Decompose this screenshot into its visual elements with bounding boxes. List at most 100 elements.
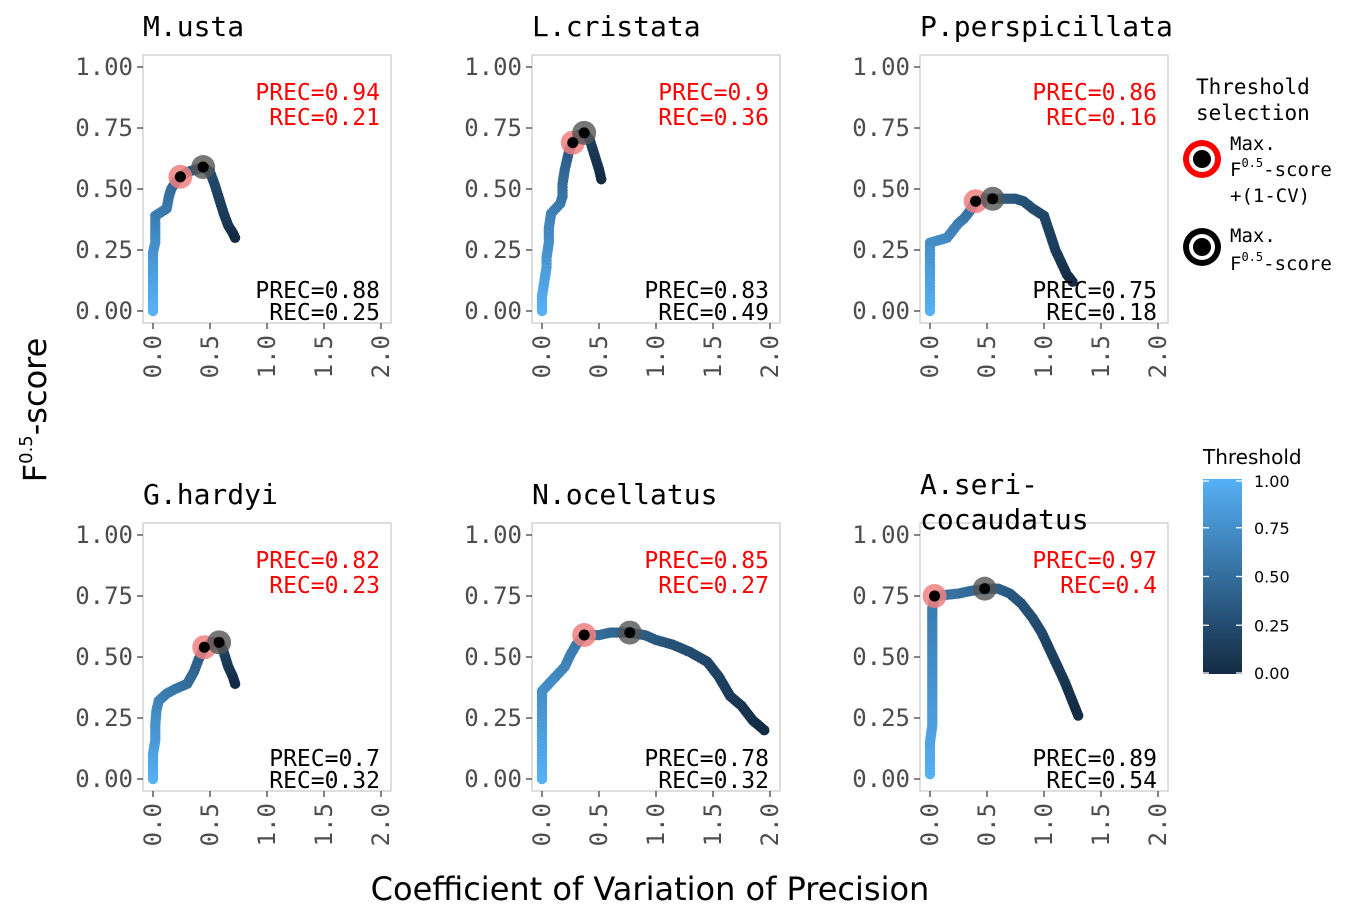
panel-4: G.hardyi 0.00 0.25 0.50 0.75 1.00 0.0 0.5 1.0 1.5… — [75, 478, 395, 846]
black-prec-label: PREC=0.88 — [255, 278, 380, 304]
y-tick-label: 1.00 — [75, 53, 133, 81]
x-axis-title: Coefficient of Variation of Precision — [371, 870, 930, 906]
panel-title: L.cristata — [532, 10, 701, 43]
x-tick-label: 1.5 — [1087, 335, 1115, 378]
red-rec-label: REC=0.16 — [1046, 105, 1157, 131]
black-rec-label: REC=0.49 — [658, 300, 769, 326]
y-tick-label: 1.00 — [464, 521, 522, 549]
x-tick-label: 1.5 — [310, 803, 338, 846]
y-tick-label: 1.00 — [75, 521, 133, 549]
black-rec-label: REC=0.32 — [269, 768, 380, 794]
x-tick-label: 1.5 — [310, 335, 338, 378]
x-tick-label: 0.5 — [196, 803, 224, 846]
y-tick-label: 0.00 — [464, 297, 522, 325]
y-tick-label: 0.75 — [75, 582, 133, 610]
x-tick-label: 2.0 — [367, 803, 395, 846]
x-tick-label: 2.0 — [367, 335, 395, 378]
panel-5: N.ocellatus 0.00 0.25 0.50 0.75 1.00 0.0 0.5 1.0… — [464, 478, 784, 846]
y-tick-label: 1.00 — [852, 521, 910, 549]
black-prec-label: PREC=0.7 — [269, 746, 380, 772]
black-selection-point — [578, 127, 590, 139]
y-tick-label: 0.75 — [852, 114, 910, 142]
x-tick-label: 1.5 — [1087, 803, 1115, 846]
colorbar-tick-label: 0.00 — [1254, 664, 1290, 683]
curve-point — [1067, 276, 1078, 287]
curve-point — [229, 678, 241, 690]
panel-title: M.usta — [143, 10, 244, 43]
red-prec-label: PREC=0.97 — [1032, 548, 1157, 574]
black-rec-label: REC=0.54 — [1046, 768, 1157, 794]
threshold-curve — [147, 637, 241, 785]
red-rec-label: REC=0.4 — [1060, 573, 1157, 599]
y-tick-label: 0.25 — [464, 704, 522, 732]
curve-point — [1073, 710, 1084, 721]
x-tick-label: 0.5 — [973, 803, 1001, 846]
y-tick-label: 1.00 — [852, 53, 910, 81]
x-tick-label: 0.0 — [528, 803, 556, 846]
curve-point — [759, 725, 770, 736]
x-tick-label: 1.5 — [699, 803, 727, 846]
red-prec-label: PREC=0.86 — [1032, 80, 1157, 106]
x-tick-label: 0.0 — [528, 335, 556, 378]
y-tick-label: 0.25 — [75, 236, 133, 264]
red-prec-label: PREC=0.85 — [644, 548, 769, 574]
y-tick-label: 0.00 — [464, 765, 522, 793]
panel-title: P.perspicillata — [920, 10, 1173, 43]
y-tick-label: 0.00 — [75, 765, 133, 793]
y-tick-label: 0.00 — [852, 765, 910, 793]
colorbar-gradient — [1203, 479, 1242, 674]
x-tick-label: 2.0 — [1144, 803, 1172, 846]
x-tick-label: 0.0 — [916, 803, 944, 846]
x-tick-label: 0.5 — [196, 335, 224, 378]
black-selection-point — [979, 583, 991, 595]
black-selection-point — [987, 193, 999, 205]
y-tick-label: 0.25 — [75, 704, 133, 732]
y-tick-label: 0.75 — [852, 582, 910, 610]
y-tick-label: 0.50 — [75, 175, 133, 203]
panel-title: N.ocellatus — [532, 478, 717, 511]
panel-title: G.hardyi — [143, 478, 278, 511]
panel-title: A.seri- — [920, 468, 1038, 501]
colorbar-tick-label: 0.25 — [1254, 616, 1290, 635]
threshold-selection-legend: Threshold selection Max. F0.5-score +(1-… — [1183, 75, 1332, 275]
panel-3: P.perspicillata 0.00 0.25 0.50 0.75 1.00 0.0 0.… — [852, 10, 1173, 378]
x-tick-label: 0.0 — [916, 335, 944, 378]
y-tick-label: 1.00 — [464, 53, 522, 81]
y-tick-label: 0.50 — [464, 175, 522, 203]
black-prec-label: PREC=0.89 — [1032, 746, 1157, 772]
x-tick-label: 0.0 — [139, 335, 167, 378]
panel-title-line2: cocaudatus — [920, 503, 1089, 536]
panel-6: A.seri-cocaudatus 0.00 0.25 0.50 0.75 1.00 0.0… — [852, 468, 1172, 846]
curve-point — [229, 232, 241, 243]
svg-text:F0.5-score: F0.5-score — [16, 338, 54, 483]
legend-title-line1: Threshold — [1196, 75, 1310, 99]
colorbar-title: Threshold — [1202, 445, 1302, 469]
x-tick-label: 0.5 — [585, 335, 613, 378]
y-tick-label: 0.75 — [75, 114, 133, 142]
x-tick-label: 0.5 — [973, 335, 1001, 378]
threshold-curve — [147, 161, 241, 317]
curve-point — [596, 174, 607, 185]
x-tick-label: 1.0 — [253, 803, 281, 846]
x-tick-label: 0.5 — [585, 803, 613, 846]
black-rec-label: REC=0.18 — [1046, 300, 1157, 326]
y-tick-label: 0.75 — [464, 114, 522, 142]
black-prec-label: PREC=0.78 — [644, 746, 769, 772]
red-selection-point — [174, 171, 186, 183]
colorbar-tick-label: 1.00 — [1254, 472, 1290, 491]
y-tick-label: 0.75 — [464, 582, 522, 610]
panel-1: M.usta 0.00 0.25 0.50 0.75 1.00 0.0 0.5 1.0 1.5 2.… — [75, 10, 395, 378]
y-tick-label: 0.00 — [75, 297, 133, 325]
x-tick-label: 2.0 — [1144, 335, 1172, 378]
y-tick-label: 0.25 — [464, 236, 522, 264]
red-rec-label: REC=0.27 — [658, 573, 769, 599]
x-tick-label: 2.0 — [756, 335, 784, 378]
red-key-label-line1: Max. — [1230, 133, 1276, 155]
threshold-colorbar: Threshold 1.00 0.75 0.50 0.25 0.00 — [1202, 445, 1302, 683]
red-rec-label: REC=0.21 — [269, 105, 380, 131]
red-selection-point — [970, 195, 982, 207]
black-selection-point — [213, 636, 225, 648]
x-tick-label: 2.0 — [756, 803, 784, 846]
y-tick-label: 0.50 — [75, 643, 133, 671]
